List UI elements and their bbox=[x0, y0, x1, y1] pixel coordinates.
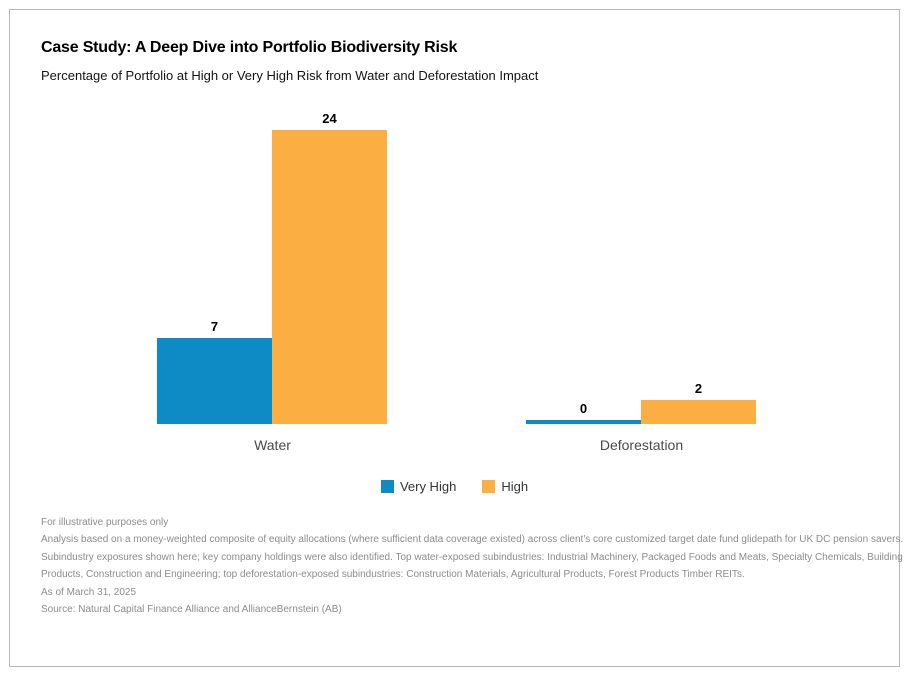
legend-label: High bbox=[501, 479, 529, 494]
bar-value-label: 7 bbox=[210, 319, 219, 335]
legend-swatch-very-high bbox=[380, 480, 394, 493]
footnote-line: Subindustry exposures shown here; key co… bbox=[41, 551, 903, 563]
bar-column-deforestation-high: 2 bbox=[641, 380, 756, 424]
bar-water-high bbox=[272, 130, 387, 424]
footnote-line: For illustrative purposes only bbox=[41, 517, 169, 528]
bar-value-label: 0 bbox=[579, 400, 588, 416]
bar-column-water-very-high: 7 bbox=[157, 320, 272, 424]
legend-swatch-high bbox=[482, 480, 496, 493]
bar-deforestation-very-high bbox=[526, 419, 641, 424]
footnote-line: Source: Natural Capital Finance Alliance… bbox=[41, 604, 342, 616]
bar-value-label: 24 bbox=[322, 111, 337, 126]
legend-label: Very High bbox=[399, 479, 457, 494]
footnote-line: Products, Construction and Engineering; … bbox=[41, 569, 745, 581]
bar-water-very-high bbox=[157, 338, 272, 424]
bar-column-water-high: 24 bbox=[272, 112, 387, 424]
chart-subtitle: Percentage of Portfolio at High or Very … bbox=[41, 68, 539, 83]
legend-item-very-high: Very High bbox=[380, 479, 457, 494]
bar-deforestation-high bbox=[641, 399, 756, 424]
bar-group-deforestation: 0 2 bbox=[526, 380, 756, 424]
bar-group-water: 7 24 bbox=[157, 112, 387, 424]
bar-column-deforestation-very-high: 0 bbox=[526, 400, 641, 424]
chart-card: Case Study: A Deep Dive into Portfolio B… bbox=[9, 9, 904, 667]
chart-legend: Very High High bbox=[10, 479, 899, 494]
footnote-line: As of March 31, 2025 bbox=[41, 586, 137, 598]
category-label-deforestation: Deforestation bbox=[599, 437, 684, 453]
bar-value-label: 2 bbox=[694, 380, 703, 396]
footnotes-block: For illustrative purposes only Analysis … bbox=[41, 514, 904, 618]
legend-item-high: High bbox=[482, 479, 528, 494]
footnote-line: Analysis based on a money-weighted compo… bbox=[41, 534, 904, 546]
page-title: Case Study: A Deep Dive into Portfolio B… bbox=[41, 39, 458, 56]
category-label-water: Water bbox=[254, 437, 291, 453]
bar-chart-plot-area: 7 24 0 2 Water Deforestation Very Hi bbox=[10, 10, 899, 666]
